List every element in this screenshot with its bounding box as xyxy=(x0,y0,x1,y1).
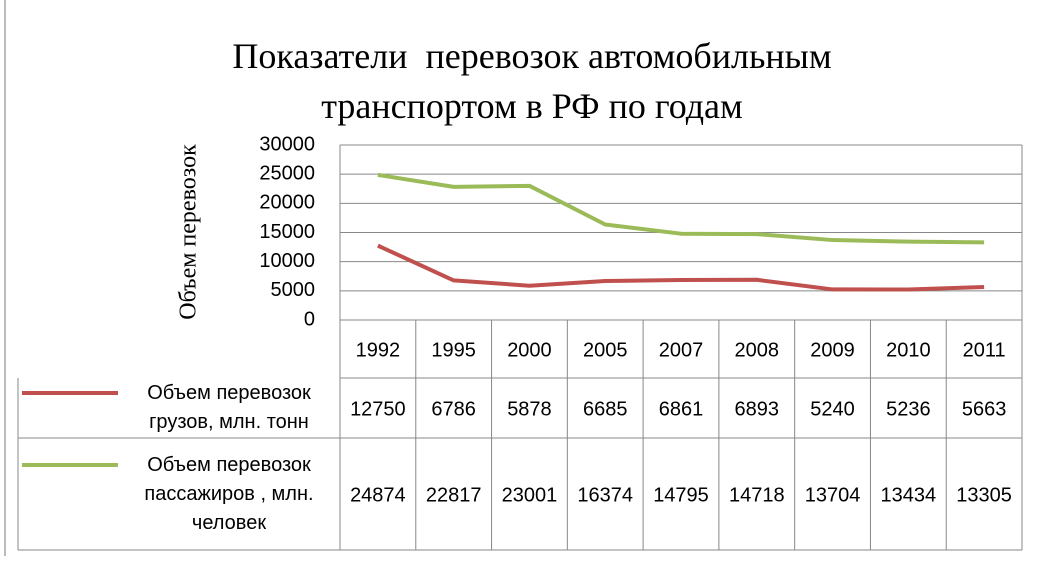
y-tick-label: 5000 xyxy=(271,279,316,301)
x-tick-label: 1995 xyxy=(431,339,476,361)
x-tick-label: 1992 xyxy=(356,339,401,361)
table-value: 6893 xyxy=(735,398,780,420)
y-tick-label: 20000 xyxy=(259,192,315,214)
table-value: 13434 xyxy=(881,484,937,506)
table-value: 24874 xyxy=(350,484,406,506)
x-tick-label: 2007 xyxy=(659,339,704,361)
table-value: 6685 xyxy=(583,398,628,420)
table-value: 6861 xyxy=(659,398,704,420)
x-tick-label: 2010 xyxy=(886,339,931,361)
legend-label: Объем перевозок грузов, млн. тонн xyxy=(147,382,311,433)
x-tick-label: 2009 xyxy=(810,339,855,361)
table-value: 6786 xyxy=(431,398,476,420)
y-tick-label: 15000 xyxy=(259,221,315,243)
table-value: 16374 xyxy=(577,484,633,506)
legend-box: Объем перевозок пассажиров , млн. челове… xyxy=(144,453,314,534)
legend-box: Объем перевозок грузов, млн. тонн xyxy=(147,382,311,433)
legend-label: Объем перевозок пассажиров , млн. челове… xyxy=(144,453,314,534)
x-tick-label: 2005 xyxy=(583,339,628,361)
table-value: 23001 xyxy=(502,484,558,506)
table-value: 5663 xyxy=(962,398,1007,420)
table-value: 5240 xyxy=(810,398,855,420)
x-tick-label: 2008 xyxy=(735,339,780,361)
series-line xyxy=(377,172,985,245)
y-tick-label: 25000 xyxy=(259,162,315,184)
y-tick-label: 0 xyxy=(304,308,315,330)
table-value: 13704 xyxy=(805,484,861,506)
table-value: 14718 xyxy=(729,484,785,506)
table-value: 12750 xyxy=(350,398,406,420)
title-box: Показатели перевозок автомобильным транс… xyxy=(232,36,841,126)
series-line xyxy=(377,243,985,292)
y-tick-label: 10000 xyxy=(259,250,315,272)
x-tick-label: 2000 xyxy=(507,339,552,361)
table-value: 14795 xyxy=(653,484,709,506)
y-axis-label: Объем перевозок xyxy=(176,144,202,320)
chart-title: Показатели перевозок автомобильным транс… xyxy=(232,36,841,126)
table-value: 22817 xyxy=(426,484,482,506)
x-tick-label: 2011 xyxy=(963,339,1006,361)
table-value: 5236 xyxy=(886,398,931,420)
table-value: 13305 xyxy=(956,484,1012,506)
y-tick-label: 30000 xyxy=(259,133,315,155)
table-value: 5878 xyxy=(507,398,552,420)
